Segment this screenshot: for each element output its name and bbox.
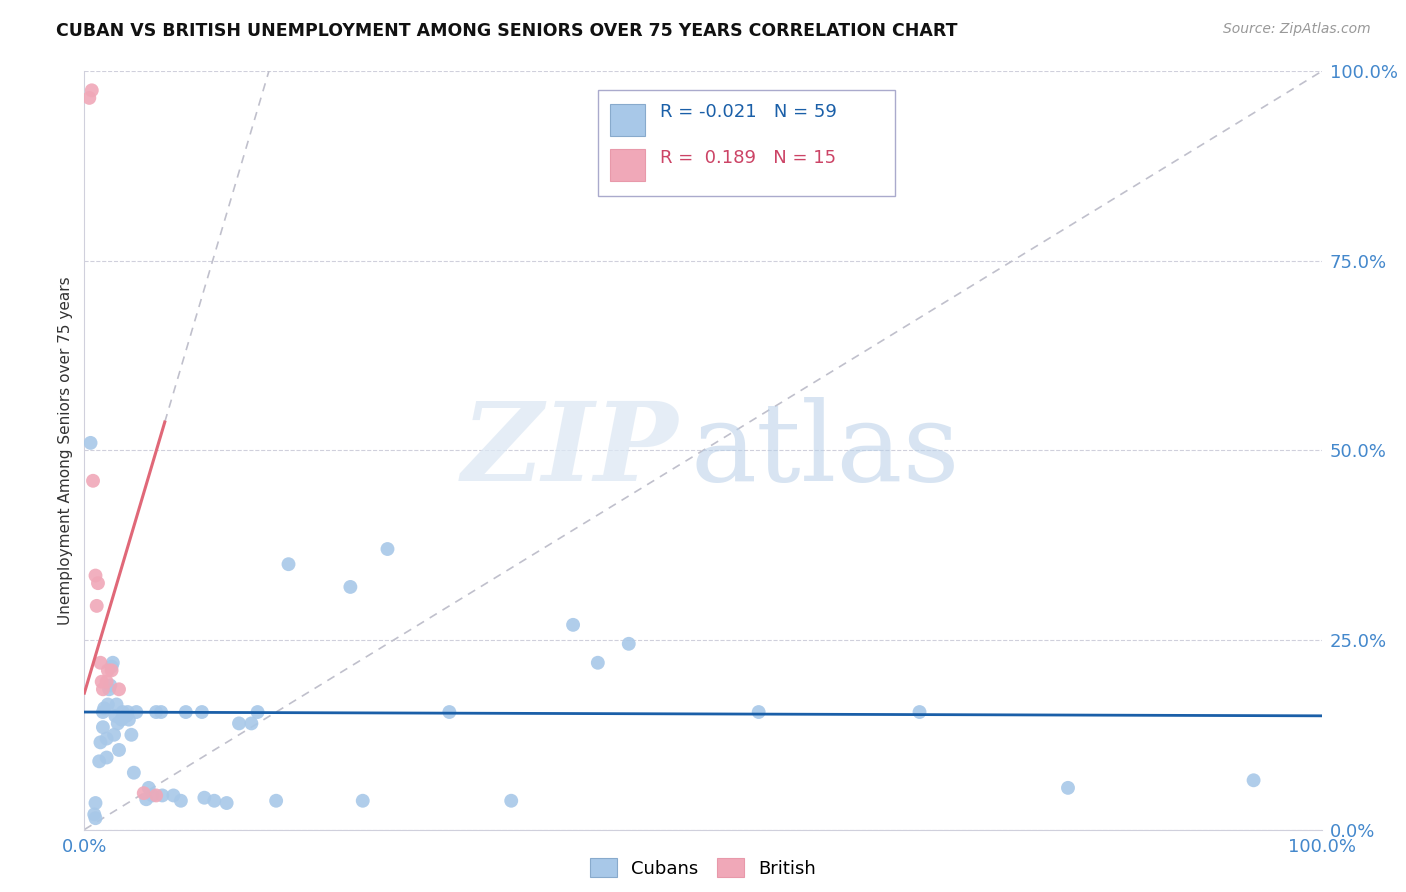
- Text: R =  0.189   N = 15: R = 0.189 N = 15: [659, 149, 835, 167]
- Point: [86, 599, 108, 613]
- Point: [1057, 780, 1080, 795]
- FancyBboxPatch shape: [610, 150, 645, 181]
- Point: [118, 713, 141, 727]
- Point: [150, 789, 173, 803]
- Point: [93, 701, 115, 715]
- Point: [115, 708, 138, 723]
- Point: [110, 713, 132, 727]
- Point: [91, 720, 114, 734]
- Y-axis label: Unemployment Among Seniors over 75 years: Unemployment Among Seniors over 75 years: [58, 277, 73, 624]
- Text: R = -0.021   N = 59: R = -0.021 N = 59: [659, 103, 837, 121]
- Point: [215, 796, 238, 810]
- Point: [145, 705, 167, 719]
- Point: [352, 794, 374, 808]
- Point: [339, 580, 361, 594]
- Point: [150, 705, 173, 719]
- FancyBboxPatch shape: [610, 104, 645, 136]
- Point: [79, 436, 101, 450]
- Point: [98, 682, 121, 697]
- Point: [135, 792, 157, 806]
- Point: [277, 557, 299, 572]
- Point: [264, 794, 287, 808]
- Point: [87, 576, 110, 591]
- Point: [202, 794, 225, 808]
- Point: [101, 656, 124, 670]
- Point: [145, 789, 167, 803]
- Point: [91, 682, 114, 697]
- Point: [79, 91, 101, 105]
- Text: CUBAN VS BRITISH UNEMPLOYMENT AMONG SENIORS OVER 75 YEARS CORRELATION CHART: CUBAN VS BRITISH UNEMPLOYMENT AMONG SENI…: [56, 22, 957, 40]
- Point: [96, 750, 118, 764]
- Point: [132, 786, 155, 800]
- Point: [246, 705, 269, 719]
- Point: [228, 716, 250, 731]
- Point: [80, 83, 103, 97]
- Point: [501, 794, 523, 808]
- Point: [141, 789, 163, 803]
- FancyBboxPatch shape: [598, 90, 894, 196]
- Point: [84, 811, 107, 825]
- Point: [748, 705, 770, 719]
- Point: [1243, 773, 1265, 788]
- Text: Source: ZipAtlas.com: Source: ZipAtlas.com: [1223, 22, 1371, 37]
- Point: [103, 728, 125, 742]
- Point: [122, 765, 145, 780]
- Point: [89, 755, 111, 769]
- Point: [562, 617, 585, 632]
- Point: [170, 794, 193, 808]
- Point: [125, 705, 148, 719]
- Point: [107, 716, 129, 731]
- Point: [111, 705, 134, 719]
- Text: atlas: atlas: [690, 397, 960, 504]
- Legend: Cubans, British: Cubans, British: [582, 851, 824, 885]
- Point: [84, 796, 107, 810]
- Point: [120, 728, 142, 742]
- Point: [97, 664, 120, 678]
- Point: [108, 682, 131, 697]
- Point: [104, 708, 127, 723]
- Point: [96, 731, 118, 746]
- Point: [89, 735, 111, 749]
- Point: [90, 674, 112, 689]
- Point: [108, 743, 131, 757]
- Point: [191, 705, 214, 719]
- Point: [162, 789, 184, 803]
- Point: [83, 807, 105, 822]
- Point: [89, 656, 111, 670]
- Point: [97, 698, 120, 712]
- Point: [240, 716, 263, 731]
- Point: [96, 674, 118, 689]
- Point: [100, 659, 122, 673]
- Point: [100, 664, 122, 678]
- Point: [174, 705, 197, 719]
- Point: [84, 568, 107, 582]
- Point: [439, 705, 461, 719]
- Point: [105, 698, 128, 712]
- Text: ZIP: ZIP: [461, 397, 678, 504]
- Point: [98, 678, 121, 692]
- Point: [377, 541, 399, 557]
- Point: [82, 474, 104, 488]
- Point: [586, 656, 609, 670]
- Point: [617, 637, 640, 651]
- Point: [138, 780, 160, 795]
- Point: [117, 705, 139, 719]
- Point: [193, 790, 215, 805]
- Point: [91, 705, 114, 719]
- Point: [908, 705, 931, 719]
